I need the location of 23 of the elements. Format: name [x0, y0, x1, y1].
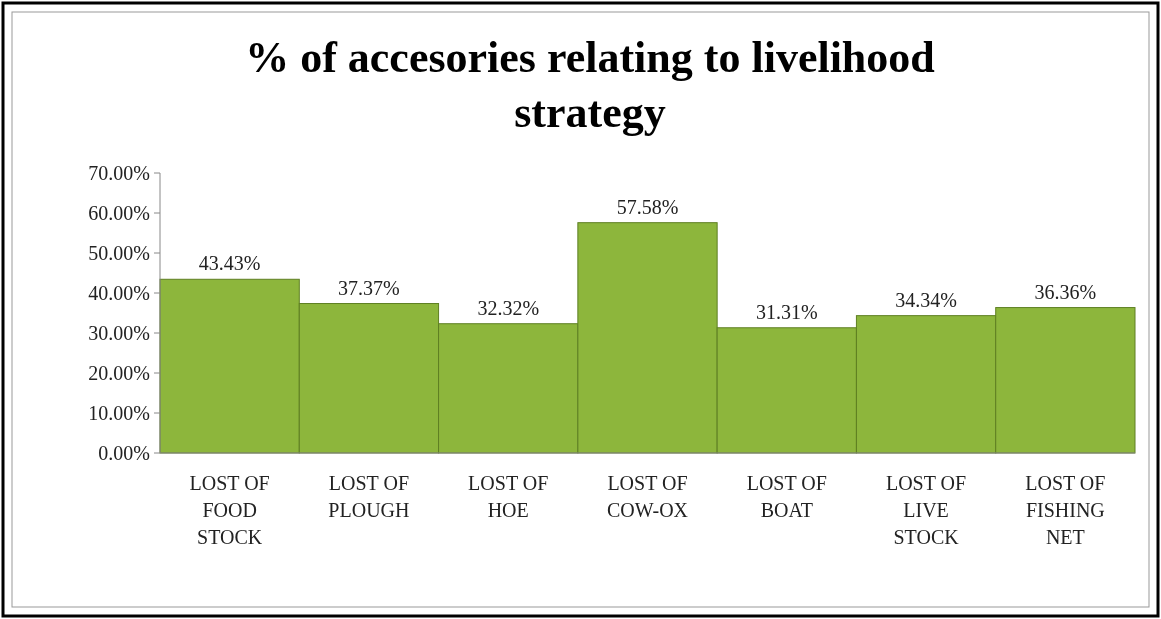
data-label: 32.32% — [477, 296, 540, 319]
x-tick-label: LOST OF FISHING NET — [1025, 472, 1106, 548]
x-tick-label: LOST OF HOE — [468, 472, 549, 521]
data-label: 36.36% — [1034, 280, 1097, 303]
y-tick-label: 60.00% — [88, 202, 150, 224]
y-tick-label: 30.00% — [88, 322, 150, 344]
x-tick-label: LOST OF COW-OX — [606, 472, 689, 521]
y-tick-label: 50.00% — [88, 242, 150, 264]
data-label: 37.37% — [338, 276, 400, 299]
x-tick-label: LOST OF LIVE STOCK — [885, 472, 967, 548]
data-label: 43.43% — [198, 252, 261, 275]
y-tick-label: 40.00% — [88, 282, 150, 304]
chart-title: % of accesories relating to livelihood strategy — [245, 33, 935, 137]
x-tick-label: LOST OF FOOD STOCK — [189, 472, 270, 548]
data-label: 57.58% — [616, 195, 679, 218]
x-tick-label: LOST OF PLOUGH — [328, 472, 410, 521]
y-tick-label: 20.00% — [88, 362, 150, 384]
data-label: 31.31% — [755, 300, 818, 323]
y-tick-label: 0.00% — [98, 442, 150, 464]
y-tick-label: 10.00% — [88, 402, 150, 424]
data-label: 34.34% — [895, 288, 957, 311]
x-tick-label: LOST OF BOAT — [746, 472, 827, 521]
y-tick-label: 70.00% — [88, 162, 150, 184]
